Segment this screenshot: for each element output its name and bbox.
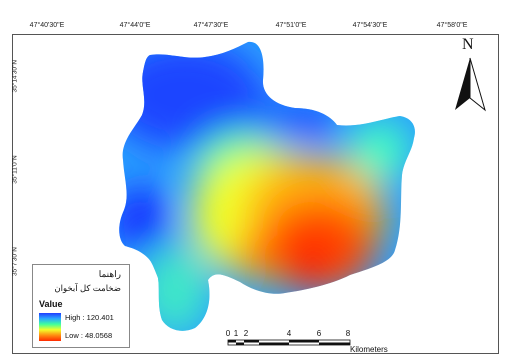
- legend-title: راهنما: [98, 269, 121, 279]
- top-tick-label: 47°40'30"E: [29, 22, 65, 29]
- map-legend: راهنما ضخامت کل آبخوان Value High : 120.…: [32, 264, 130, 348]
- north-label: N: [462, 36, 474, 53]
- scale-tick: 2: [243, 329, 249, 338]
- scale-unit: Kilometers: [350, 345, 388, 354]
- scale-bar: [227, 339, 351, 346]
- scale-tick: 8: [345, 329, 351, 338]
- legend-color-ramp: [39, 313, 61, 341]
- legend-low-label: Low : 48.0568: [65, 331, 113, 340]
- scale-tick: 4: [286, 329, 292, 338]
- scale-tick: 0: [225, 329, 231, 338]
- top-tick-label: 47°51'0"E: [275, 22, 307, 29]
- north-arrow-icon: [455, 57, 486, 112]
- thickness-surface: [119, 41, 415, 331]
- legend-value-label: Value: [39, 299, 63, 309]
- legend-high-label: High : 120.401: [65, 313, 114, 322]
- top-tick-label: 47°54'30"E: [352, 22, 388, 29]
- legend-subtitle: ضخامت کل آبخوان: [54, 283, 121, 293]
- scale-tick: 6: [316, 329, 322, 338]
- top-tick-label: 47°58'0"E: [436, 22, 468, 29]
- scale-tick: 1: [233, 329, 239, 338]
- top-tick-label: 47°47'30"E: [193, 22, 229, 29]
- top-tick-label: 47°44'0"E: [119, 22, 151, 29]
